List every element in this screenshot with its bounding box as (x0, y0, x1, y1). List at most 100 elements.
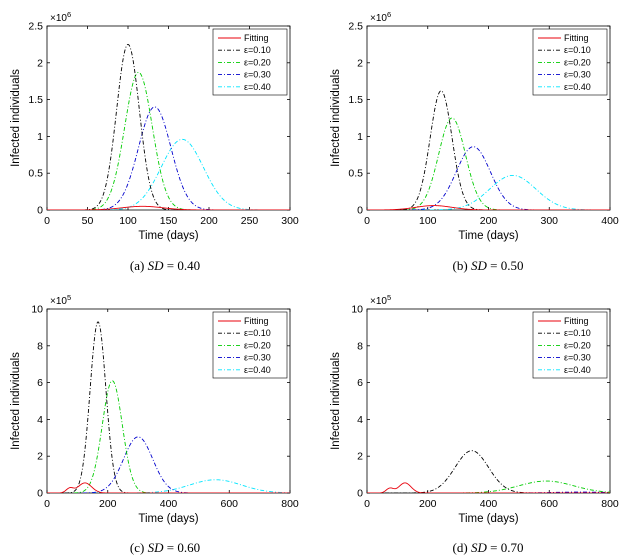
legend-label-0: Fitting (564, 33, 589, 43)
legend-label-1: ε=0.10 (244, 45, 271, 55)
legend-label-3: ε=0.30 (244, 353, 271, 363)
y-tick-label: 6 (357, 377, 363, 389)
series-line-4 (367, 174, 610, 210)
y-scale-factor: ×106 (50, 10, 71, 24)
y-scale-factor: ×105 (50, 293, 71, 307)
legend-label-3: ε=0.30 (564, 353, 591, 363)
chart-panel-d: 0 200 400 600 800 0 2 4 6 8 10 ×105 Time (days) Infec… (330, 293, 619, 555)
y-tick-label: 6 (37, 377, 43, 389)
x-tick-label: 100 (419, 215, 437, 227)
x-tick-label: 400 (480, 498, 498, 510)
y-tick-label: 0 (37, 205, 43, 217)
x-tick-label: 200 (99, 498, 117, 510)
legend-label-2: ε=0.20 (244, 340, 271, 350)
y-tick-label: 4 (357, 414, 363, 426)
x-tick-label: 800 (281, 498, 299, 510)
x-axis-label: Time (days) (458, 513, 518, 525)
legend-label-1: ε=0.10 (564, 45, 591, 55)
x-tick-label: 0 (364, 498, 370, 510)
legend-label-0: Fitting (244, 316, 269, 326)
legend-label-1: ε=0.10 (244, 328, 271, 338)
series-line-1 (47, 43, 290, 210)
x-axis-label: Time (days) (458, 230, 518, 242)
x-tick-label: 300 (281, 215, 299, 227)
y-tick-label: 1 (37, 131, 43, 143)
legend-box (212, 311, 288, 379)
series-line-0 (47, 205, 290, 210)
y-tick-label: 2.5 (28, 21, 43, 33)
y-scale-factor: ×105 (370, 293, 391, 307)
chart-panel-a: 0 50 100 150 200 250 300 0 0.5 1 1.5 2 2.5 ×106 Time (… (10, 10, 299, 273)
legend: Fitting ε=0.10 ε=0.20 ε=0.30 ε=0.40 (532, 311, 608, 379)
x-tick-label: 0 (44, 498, 50, 510)
legend-label-3: ε=0.30 (564, 70, 591, 80)
legend-label-0: Fitting (564, 316, 589, 326)
y-tick-label: 10 (351, 304, 363, 316)
legend-box (532, 28, 608, 96)
legend-label-2: ε=0.20 (244, 57, 271, 67)
x-axis-label: Time (days) (138, 513, 198, 525)
legend: Fitting ε=0.10 ε=0.20 ε=0.30 ε=0.40 (212, 311, 288, 379)
legend-label-2: ε=0.20 (564, 340, 591, 350)
y-tick-label: 8 (37, 340, 43, 352)
y-tick-label: 1 (357, 131, 363, 143)
y-scale-factor: ×106 (370, 10, 391, 24)
series-line-4 (47, 138, 290, 210)
x-tick-label: 600 (540, 498, 558, 510)
y-tick-label: 0.5 (28, 168, 43, 180)
y-tick-label: 2 (37, 451, 43, 463)
figure-caption: (d) SD = 0.70 (453, 540, 524, 555)
legend: Fitting ε=0.10 ε=0.20 ε=0.30 ε=0.40 (532, 28, 608, 96)
legend-label-1: ε=0.10 (564, 328, 591, 338)
figure-caption: (a) SD = 0.40 (130, 258, 200, 273)
series-line-4 (47, 479, 290, 493)
y-tick-label: 8 (357, 340, 363, 352)
legend-label-4: ε=0.40 (564, 82, 591, 92)
x-tick-label: 600 (220, 498, 238, 510)
x-tick-label: 200 (200, 215, 218, 227)
figure-caption: (b) SD = 0.50 (453, 258, 524, 273)
y-tick-label: 4 (37, 414, 43, 426)
y-tick-label: 1.5 (348, 94, 363, 106)
y-tick-label: 0 (37, 488, 43, 500)
legend-label-4: ε=0.40 (244, 82, 271, 92)
series-line-0 (47, 482, 290, 493)
x-tick-label: 0 (44, 215, 50, 227)
y-tick-label: 10 (31, 304, 43, 316)
y-tick-label: 0.5 (348, 168, 363, 180)
legend: Fitting ε=0.10 ε=0.20 ε=0.30 ε=0.40 (212, 28, 288, 96)
legend-label-3: ε=0.30 (244, 70, 271, 80)
y-tick-label: 2 (357, 57, 363, 69)
series-line-0 (367, 205, 610, 210)
y-tick-label: 2 (37, 57, 43, 69)
series-line-2 (47, 71, 290, 210)
series-line-3 (47, 436, 290, 493)
x-tick-label: 400 (601, 215, 619, 227)
chart-panel-c: 0 200 400 600 800 0 2 4 6 8 10 ×105 Time (days) Infec… (10, 293, 299, 555)
legend-box (532, 311, 608, 379)
x-tick-label: 150 (160, 215, 178, 227)
x-tick-label: 200 (419, 498, 437, 510)
x-tick-label: 100 (119, 215, 137, 227)
series-line-0 (367, 482, 610, 493)
y-tick-label: 2.5 (348, 21, 363, 33)
chart-panel-b: 0 100 200 300 400 0 0.5 1 1.5 2 2.5 ×106 Time (days)… (330, 10, 619, 273)
legend-label-0: Fitting (244, 33, 269, 43)
figure-caption: (c) SD = 0.60 (130, 540, 200, 555)
x-tick-label: 300 (540, 215, 558, 227)
x-tick-label: 50 (82, 215, 94, 227)
x-axis-label: Time (days) (138, 230, 198, 242)
y-tick-label: 0 (357, 205, 363, 217)
series-line-1 (367, 450, 610, 493)
x-tick-label: 200 (480, 215, 498, 227)
x-tick-label: 800 (601, 498, 619, 510)
y-tick-label: 2 (357, 451, 363, 463)
legend-box (212, 28, 288, 96)
y-tick-label: 1.5 (28, 94, 43, 106)
legend-label-4: ε=0.40 (244, 365, 271, 375)
y-axis-label: Infected individuals (330, 69, 342, 167)
y-axis-label: Infected individuals (330, 352, 342, 450)
x-tick-label: 0 (364, 215, 370, 227)
y-axis-label: Infected individuals (10, 352, 22, 450)
